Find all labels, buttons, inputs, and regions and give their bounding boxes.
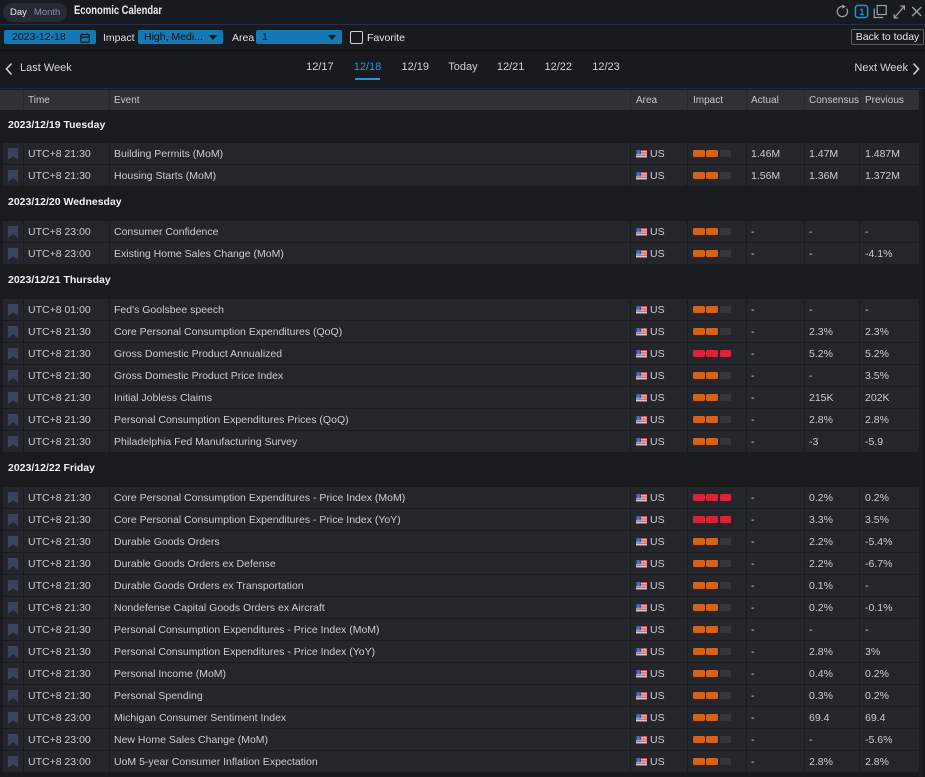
svg-text:1: 1: [859, 7, 864, 17]
